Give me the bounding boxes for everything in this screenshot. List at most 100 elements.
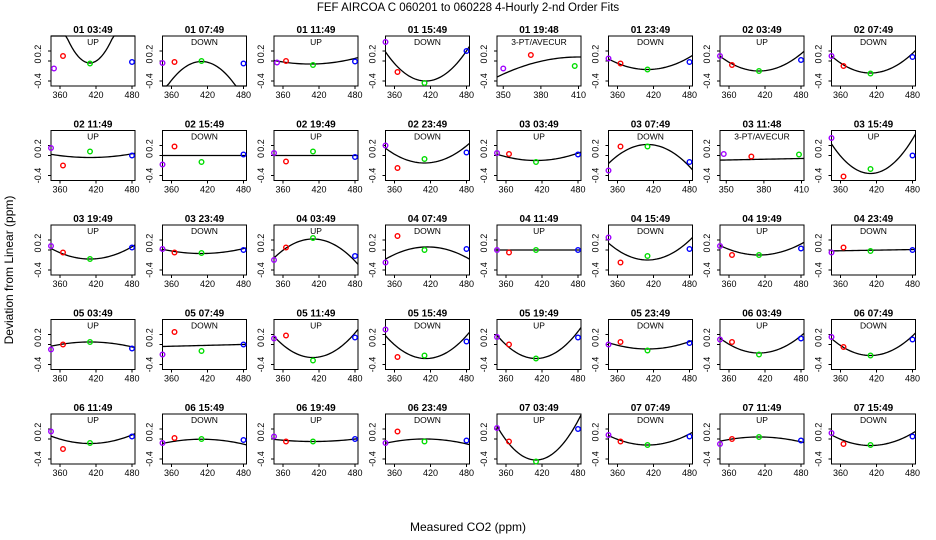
data-point <box>310 357 317 364</box>
y-tick-label: 0.2 <box>145 234 155 247</box>
data-point <box>271 257 278 264</box>
data-point <box>159 440 166 447</box>
y-tick-label: -0.4 <box>479 262 489 278</box>
data-point <box>756 351 763 358</box>
data-point <box>352 334 359 341</box>
panel-label: DOWN <box>860 415 887 425</box>
data-point <box>840 63 847 70</box>
x-tick-label: 360 <box>610 468 625 478</box>
data-point <box>394 232 401 239</box>
x-tick-label: 360 <box>833 468 848 478</box>
x-tick-label: 420 <box>869 185 884 195</box>
y-tick-label: 0 <box>814 342 824 347</box>
panel-label: DOWN <box>637 415 664 425</box>
data-point <box>729 251 736 258</box>
y-tick-label: 0.2 <box>814 423 824 436</box>
data-point <box>506 249 513 256</box>
data-point <box>171 143 178 150</box>
y-tick-label: 0.2 <box>256 139 266 152</box>
fit-curve <box>50 152 136 159</box>
panel-title: 03 15:49 <box>854 120 894 131</box>
y-tick-label: 0 <box>479 342 489 347</box>
y-tick-label: 0.2 <box>145 423 155 436</box>
y-tick-label: 0 <box>702 247 712 252</box>
x-tick-label: 420 <box>311 374 326 384</box>
y-tick-label: 0 <box>145 342 155 347</box>
fit-curve <box>496 151 582 162</box>
y-tick-label: -0.4 <box>591 262 601 278</box>
data-point <box>828 53 835 60</box>
x-tick-label: 360 <box>275 374 290 384</box>
data-point <box>352 252 359 259</box>
x-tick-label: 360 <box>164 279 179 289</box>
x-tick-label: 480 <box>793 374 808 384</box>
data-point <box>840 344 847 351</box>
data-point <box>605 234 612 241</box>
y-tick-label: 0.2 <box>256 328 266 341</box>
x-tick-label: 410 <box>794 185 809 195</box>
data-point <box>283 244 290 251</box>
y-tick-label: -0.4 <box>256 451 266 467</box>
panel-title: 02 23:49 <box>408 120 448 131</box>
x-tick-label: 380 <box>756 185 771 195</box>
y-tick-label: 0.2 <box>591 45 601 58</box>
y-tick-label: 0 <box>33 342 43 347</box>
x-tick-label: 480 <box>905 90 920 100</box>
data-point <box>283 58 290 65</box>
panel-label: DOWN <box>414 132 441 142</box>
y-tick-label: 0 <box>591 153 601 158</box>
y-tick-label: 0 <box>591 436 601 441</box>
data-point <box>506 438 513 445</box>
y-tick-label: 0 <box>368 436 378 441</box>
data-point <box>717 242 724 249</box>
panel-label: UP <box>87 321 99 331</box>
data-point <box>310 234 317 241</box>
x-tick-label: 360 <box>387 185 402 195</box>
panel-label: UP <box>533 321 545 331</box>
x-tick-label: 480 <box>682 279 697 289</box>
data-point <box>605 432 612 439</box>
data-point <box>500 65 507 72</box>
y-tick-label: -0.4 <box>368 168 378 184</box>
panel-label: UP <box>533 226 545 236</box>
y-tick-label: 0 <box>368 247 378 252</box>
x-tick-label: 420 <box>311 279 326 289</box>
data-point <box>198 58 205 65</box>
x-tick-label: 420 <box>757 468 772 478</box>
y-tick-label: 0 <box>702 342 712 347</box>
data-point <box>717 441 724 448</box>
data-point <box>159 60 166 67</box>
x-tick-label: 360 <box>275 185 290 195</box>
data-point <box>748 153 755 160</box>
y-tick-label: 0 <box>368 342 378 347</box>
data-point <box>506 150 513 157</box>
data-point <box>575 334 582 341</box>
x-tick-label: 360 <box>610 374 625 384</box>
x-tick-label: 480 <box>347 374 362 384</box>
y-tick-label: 0 <box>814 247 824 252</box>
y-tick-label: 0 <box>479 436 489 441</box>
y-tick-label: -0.4 <box>591 357 601 373</box>
panel-title: 06 19:49 <box>296 403 336 414</box>
y-tick-label: -0.4 <box>256 262 266 278</box>
panel-title: 05 19:49 <box>519 309 559 320</box>
data-point <box>394 354 401 361</box>
x-tick-label: 420 <box>88 90 103 100</box>
data-point <box>421 246 428 253</box>
fit-curve <box>385 438 470 446</box>
y-tick-label: 0.2 <box>33 139 43 152</box>
y-tick-label: 0 <box>145 58 155 63</box>
panel-label: UP <box>310 415 322 425</box>
x-tick-label: 360 <box>52 90 67 100</box>
y-tick-label: -0.4 <box>368 451 378 467</box>
panel-title: 02 15:49 <box>185 120 225 131</box>
